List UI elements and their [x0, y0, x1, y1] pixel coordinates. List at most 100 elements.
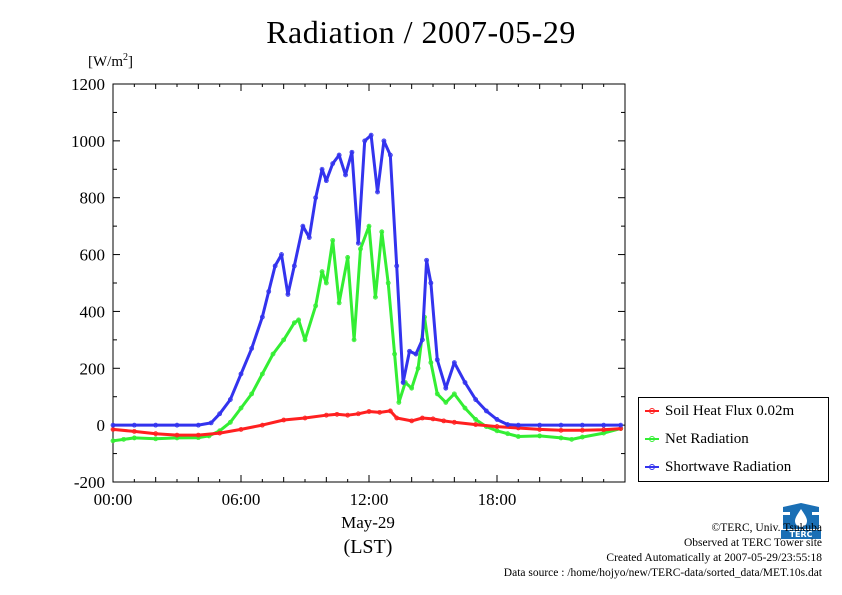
data-point — [153, 436, 159, 442]
data-point — [473, 422, 479, 427]
data-point — [330, 237, 336, 243]
x-axis-sublabel: (LST) — [343, 536, 393, 558]
chart-credits: ©TERC, Univ. Tsukuba Observed at TERC To… — [504, 521, 822, 581]
data-point — [409, 418, 415, 424]
data-point — [195, 432, 201, 438]
data-point — [558, 435, 564, 441]
data-point — [131, 435, 137, 441]
data-point — [336, 152, 342, 158]
data-point — [392, 351, 398, 357]
y-tick-label: 800 — [80, 189, 106, 208]
data-point — [381, 138, 387, 144]
data-point — [174, 422, 180, 428]
chart-legend: Soil Heat Flux 0.02m Net Radiation Short… — [638, 397, 829, 482]
data-point — [618, 422, 624, 428]
legend-label: Shortwave Radiation — [665, 458, 792, 475]
data-point — [355, 240, 361, 246]
copyright-text: ©TERC, Univ. Tsukuba — [711, 522, 822, 534]
x-tick-label: 18:00 — [478, 490, 517, 509]
x-tick-label: 06:00 — [222, 490, 261, 509]
data-point — [387, 408, 393, 414]
data-point — [366, 409, 372, 414]
data-point — [379, 229, 385, 235]
series-line-net-radiation — [111, 224, 623, 443]
data-point — [238, 371, 244, 377]
data-point — [366, 223, 372, 229]
y-tick-label: 0 — [97, 416, 106, 435]
data-point — [270, 351, 276, 357]
data-point — [355, 411, 361, 417]
terc-logo-icon: TERC — [781, 503, 821, 539]
data-point — [396, 399, 402, 405]
data-point — [302, 337, 308, 343]
data-point — [409, 385, 415, 391]
data-point — [330, 161, 336, 167]
data-point — [419, 415, 425, 421]
data-point — [249, 345, 255, 351]
data-point — [537, 433, 543, 439]
data-point — [323, 178, 329, 184]
data-point — [285, 291, 291, 297]
data-point — [291, 263, 297, 269]
legend-item-soil-heat-flux: Soil Heat Flux 0.02m — [645, 400, 794, 422]
data-point — [558, 427, 564, 433]
data-point — [473, 417, 479, 422]
data-point — [306, 235, 312, 240]
created-text: Created Automatically at 2007-05-29/23:5… — [606, 552, 822, 564]
data-point — [362, 138, 368, 144]
data-point — [217, 411, 223, 417]
data-point — [227, 419, 233, 425]
plot-frame — [112, 83, 626, 483]
y-tick-label: 200 — [80, 359, 106, 378]
legend-swatch — [645, 436, 659, 442]
data-point — [345, 412, 351, 418]
y-tick-label: 1200 — [71, 75, 105, 94]
data-point — [579, 427, 585, 433]
y-tick-label: -200 — [74, 473, 105, 492]
data-point — [434, 357, 440, 363]
data-point — [430, 416, 436, 422]
data-point — [394, 263, 400, 269]
data-point — [375, 189, 380, 195]
y-tick-label: 1000 — [71, 132, 105, 151]
data-point — [473, 397, 479, 402]
data-point — [387, 152, 393, 158]
data-point — [319, 269, 325, 275]
data-point — [505, 422, 511, 427]
data-point — [319, 166, 325, 172]
y-tick-label: 400 — [80, 302, 106, 321]
data-point — [368, 132, 374, 138]
data-point — [372, 294, 378, 300]
data-point — [313, 195, 319, 201]
data-point — [443, 385, 449, 391]
data-point — [296, 317, 302, 323]
data-point — [377, 409, 383, 415]
y-axis-unit-text: [W/m2] — [88, 52, 133, 70]
data-point — [394, 415, 400, 421]
data-point — [291, 320, 297, 326]
data-point — [279, 252, 284, 257]
data-point — [537, 422, 543, 428]
source-text: Data source : /home/hojyo/new/TERC-data/… — [503, 567, 822, 579]
data-point — [569, 436, 575, 442]
data-point — [110, 438, 116, 444]
data-point — [300, 223, 306, 229]
data-point — [281, 337, 287, 343]
data-point — [515, 422, 521, 428]
data-point — [195, 422, 201, 428]
x-tick-label: 12:00 — [350, 490, 389, 509]
data-point — [153, 422, 159, 428]
data-point — [428, 280, 434, 286]
data-point — [281, 417, 287, 423]
y-tick-label: 600 — [80, 246, 106, 265]
data-point — [131, 428, 137, 434]
legend-swatch — [645, 408, 659, 414]
data-point — [349, 149, 355, 155]
legend-label: Net Radiation — [665, 430, 749, 447]
data-point — [259, 314, 265, 320]
observed-text: Observed at TERC Tower site — [683, 537, 822, 549]
data-point — [238, 405, 244, 411]
legend-swatch — [645, 464, 659, 470]
data-point — [579, 434, 585, 440]
data-point — [174, 432, 180, 438]
